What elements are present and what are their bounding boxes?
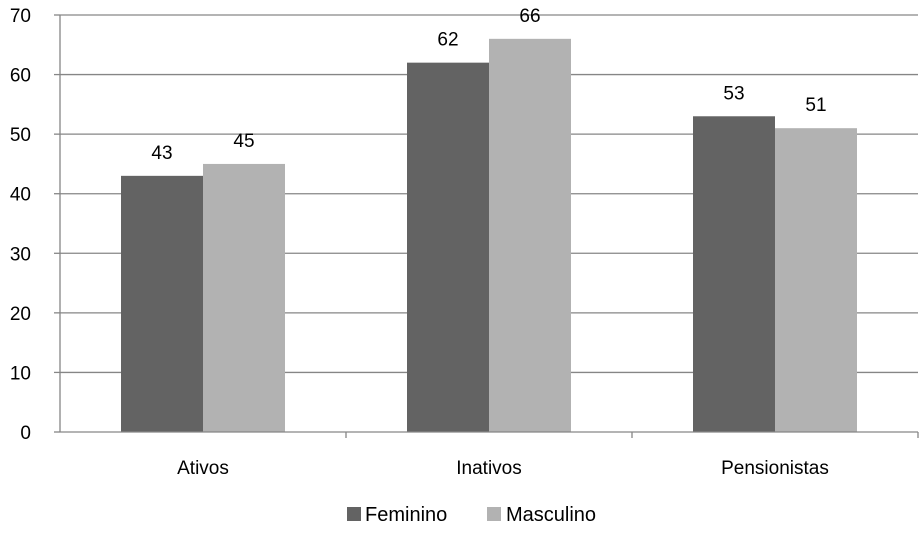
y-tick-label: 30 <box>10 244 31 265</box>
y-tick-label: 40 <box>10 185 31 206</box>
bars <box>121 38 857 433</box>
y-tick-label: 60 <box>10 66 31 87</box>
bar-masculino-ativos <box>203 163 285 432</box>
bar-feminino-pensionistas <box>693 116 775 433</box>
data-label: 62 <box>437 30 458 51</box>
legend-label-feminino: Feminino <box>365 504 447 526</box>
bar-masculino-pensionistas <box>775 128 857 432</box>
x-tick-label: Inativos <box>456 458 521 479</box>
x-tick-label: Pensionistas <box>721 458 829 479</box>
y-tick-label: 50 <box>10 125 31 146</box>
y-tick-label: 20 <box>10 304 31 325</box>
y-tick-label: 70 <box>10 6 31 27</box>
labels: 0 10 20 30 40 50 60 70 43 45 Ativos 62 66 Inativos 53 5… <box>10 6 829 479</box>
data-label: 66 <box>519 6 540 27</box>
data-label: 43 <box>151 143 172 164</box>
legend: Feminino Masculino <box>347 504 596 526</box>
bar-feminino-ativos <box>121 175 203 433</box>
legend-swatch-masculino <box>487 507 501 521</box>
y-tick-label: 0 <box>20 423 31 444</box>
y-tick-label: 10 <box>10 363 31 384</box>
legend-label-masculino: Masculino <box>506 504 596 526</box>
bar-feminino-inativos <box>407 62 489 433</box>
legend-swatch-feminino <box>347 507 361 521</box>
data-label: 45 <box>233 131 254 152</box>
data-label: 53 <box>723 83 744 104</box>
axes <box>54 14 919 438</box>
x-tick-label: Ativos <box>177 458 229 479</box>
bar-masculino-inativos <box>489 38 571 432</box>
data-label: 51 <box>805 95 826 116</box>
